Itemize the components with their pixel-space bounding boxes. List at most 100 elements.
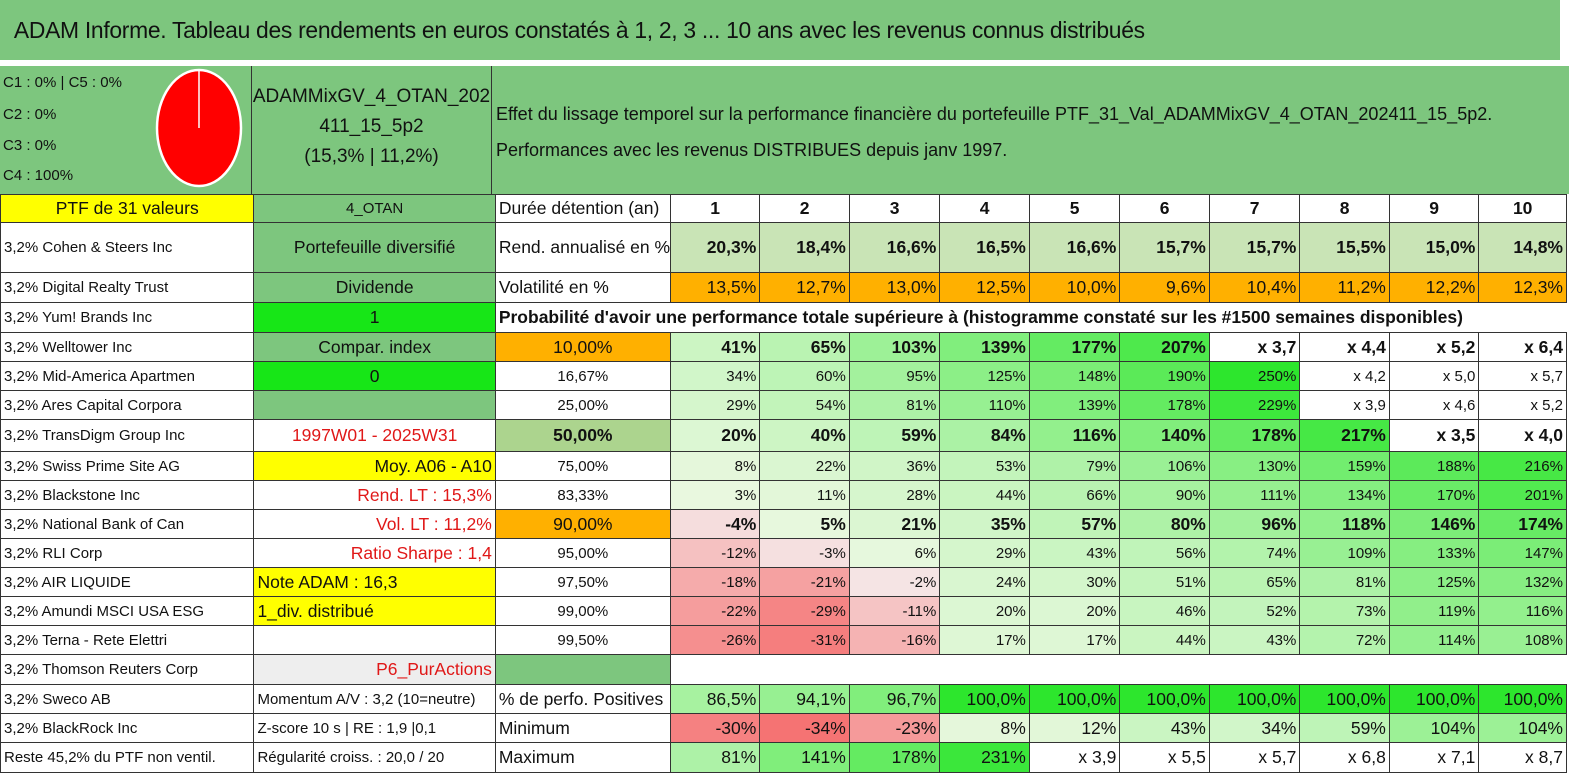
description-panel: Effet du lissage temporel sur la perform… [492,66,1569,194]
quantile-label: 99,00% [494,596,671,626]
holdings-count: PTF de 31 valeurs [0,194,255,223]
info-cell: 1997W01 - 2025W31 [253,419,496,452]
minimum-row: 3,2% BlackRock Inc Z-score 10 s | RE : 1,… [0,713,1567,743]
quantile-value: 24% [939,567,1030,597]
header-row: PTF de 31 valeurs 4_OTAN Durée détention (… [0,194,1567,223]
year-header: 3 [848,194,941,223]
year-header: 6 [1119,194,1210,223]
allocation-panel: C1 : 0% | C5 : 0% C2 : 0% C3 : 0% C4 : 1… [0,66,252,194]
allocation-pie-chart [155,68,243,188]
holding-name: 3,2% Welltower Inc [0,332,255,362]
quantile-value: 177% [1028,332,1121,362]
quantile-value: x 5,7 [1478,361,1567,391]
holding-name: 3,2% Mid-America Apartmen [0,361,255,391]
holding-name: 3,2% AIR LIQUIDE [0,567,255,597]
holding-name: 3,2% Blackstone Inc [0,480,255,510]
maximum-row: Reste 45,2% du PTF non ventil. Régularité… [0,742,1567,773]
quantile-value: 110% [939,390,1030,420]
portfolio-name-panel: ADAMMixGV_4_OTAN_202 411_15_5p2 (15,3% |… [252,66,492,194]
info-cell: Ratio Sharpe : 1,4 [253,538,496,568]
positives-value: 100,0% [939,684,1030,714]
rend-value: 15,7% [1119,222,1210,273]
positives-value: 100,0% [1208,684,1301,714]
vol-value: 13,0% [848,272,941,303]
quantile-value: -22% [669,596,761,626]
minimum-value: 104% [1478,713,1567,743]
info-cell: Momentum A/V : 3,2 (10=neutre) [253,684,496,714]
quantile-value: 28% [848,480,941,510]
quantile-row: 3,2% Terna - Rete Elettri 99,50% -26% -31% -… [0,625,1567,655]
quantile-value: 41% [669,332,761,362]
quantile-value: -16% [848,625,941,655]
maximum-value: x 8,7 [1478,742,1567,773]
quantile-value: -18% [669,567,761,597]
quantile-value: -2% [848,567,941,597]
quantile-value: x 4,6 [1388,390,1480,420]
vol-value: 12,7% [759,272,850,303]
quantile-value: 54% [759,390,850,420]
minimum-value: -30% [669,713,761,743]
maximum-value: x 6,8 [1299,742,1390,773]
quantile-value: 29% [939,538,1030,568]
quantile-value: -29% [759,596,850,626]
vol-value: 12,3% [1478,272,1567,303]
vol-value: 11,2% [1299,272,1390,303]
quantile-value: 79% [1028,451,1121,481]
portfolio-name-line1: ADAMMixGV_4_OTAN_202 [252,86,491,107]
maximum-value: x 5,7 [1208,742,1301,773]
info-cell [253,390,496,420]
positives-row: 3,2% Sweco AB Momentum A/V : 3,2 (10=neut… [0,684,1567,714]
holding-name: 3,2% RLI Corp [0,538,255,568]
quantile-value: 103% [848,332,941,362]
vol-row: 3,2% Digital Realty Trust Dividende Volati… [0,272,1567,303]
holding-name: 3,2% Yum! Brands Inc [0,302,255,333]
quantile-row: 3,2% Blackstone Inc Rend. LT : 15,3% 83,33… [0,480,1567,510]
year-header: 10 [1478,194,1567,223]
quantile-value: 188% [1388,451,1480,481]
year-header: 1 [669,194,761,223]
quantile-label: 97,50% [494,567,671,597]
quantile-value: 132% [1478,567,1567,597]
quantile-value: x 3,9 [1299,390,1390,420]
rend-value: 16,6% [1028,222,1121,273]
maximum-value: 81% [669,742,761,773]
holding-period-label: Durée détention (an) [494,194,671,223]
quantile-value: -11% [848,596,941,626]
year-header: 5 [1028,194,1121,223]
minimum-value: -34% [759,713,850,743]
cap-c4: C4 : 100% [3,167,74,184]
quantile-value: 46% [1119,596,1210,626]
rend-row: 3,2% Cohen & Steers Inc Portefeuille dive… [0,222,1567,273]
positives-value: 100,0% [1388,684,1480,714]
quantile-value: 114% [1388,625,1480,655]
quantile-value: 229% [1208,390,1301,420]
quantile-label: 90,00% [494,509,671,539]
holding-name: 3,2% National Bank of Can [0,509,255,539]
holding-name: 3,2% Amundi MSCI USA ESG [0,596,255,626]
rend-value: 16,6% [848,222,941,273]
quantile-value: x 4,0 [1478,419,1567,452]
vol-value: 9,6% [1119,272,1210,303]
info-cell [253,625,496,655]
quantile-value: -3% [759,538,850,568]
quantile-value: 21% [848,509,941,539]
vol-label: Volatilité en % [494,272,671,303]
quantile-value: 81% [848,390,941,420]
quantile-value: 125% [1388,567,1480,597]
portfolio-stats: (15,3% | 11,2%) [304,146,439,167]
quantile-value: 20% [1028,596,1121,626]
quantile-value: 108% [1478,625,1567,655]
quantile-value: 8% [669,451,761,481]
holding-name: 3,2% TransDigm Group Inc [0,419,255,452]
info-cell: Note ADAM : 16,3 [253,567,496,597]
quantile-value: 81% [1299,567,1390,597]
quantile-value: 44% [939,480,1030,510]
quantile-value: -26% [669,625,761,655]
quantile-value: 125% [939,361,1030,391]
divider [0,60,1569,66]
holding-name: 3,2% Cohen & Steers Inc [0,222,255,273]
quantile-value: 170% [1388,480,1480,510]
quantile-value: 35% [939,509,1030,539]
minimum-value: 59% [1299,713,1390,743]
rend-value: 15,0% [1388,222,1480,273]
